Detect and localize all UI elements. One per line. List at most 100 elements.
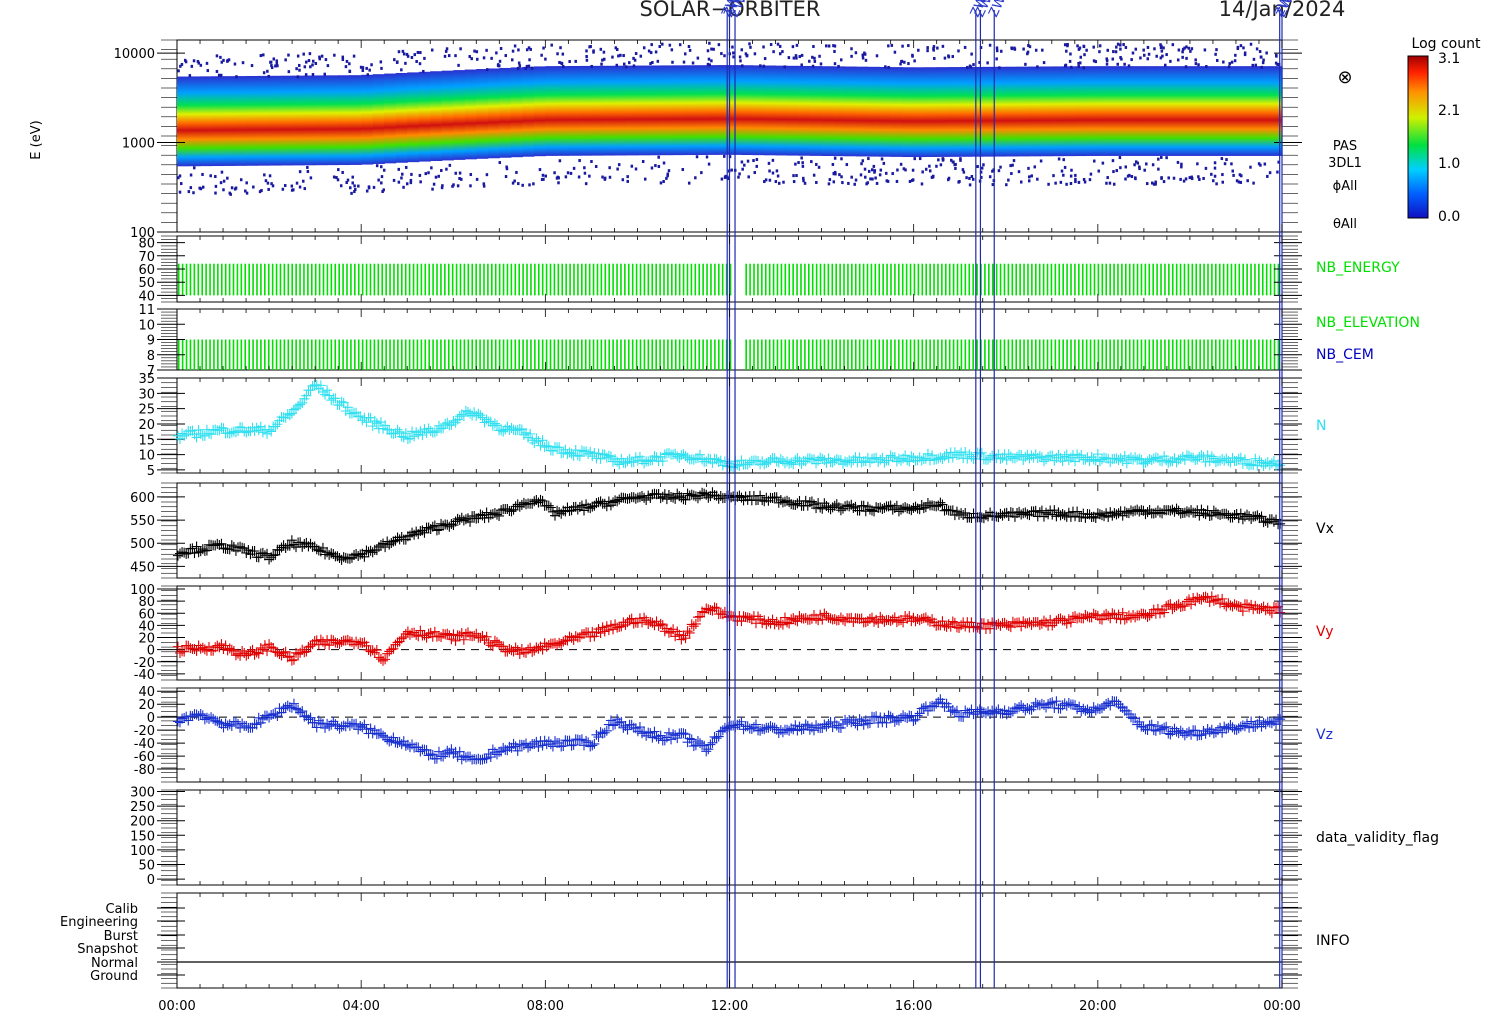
noise-dot xyxy=(230,186,234,190)
noise-dot xyxy=(666,172,670,176)
bar xyxy=(984,339,986,370)
bar xyxy=(776,339,779,370)
data-point xyxy=(235,541,246,552)
noise-dot xyxy=(397,167,400,171)
noise-dot xyxy=(1062,158,1065,162)
data-point xyxy=(355,549,366,560)
noise-dot xyxy=(1235,179,1239,183)
bar xyxy=(1003,263,1006,296)
bar xyxy=(717,339,720,370)
spectrogram-right-label: 3DL1 xyxy=(1328,156,1362,171)
noise-dot xyxy=(366,73,369,77)
y-tick-label: 7 xyxy=(147,364,155,379)
noise-dot xyxy=(190,64,194,68)
data-point xyxy=(1070,511,1081,522)
data-point xyxy=(786,457,797,468)
spectrogram-cell xyxy=(545,66,558,156)
data-point xyxy=(1067,699,1078,710)
data-point xyxy=(1032,452,1043,463)
colorbar-tick-label: 1.0 xyxy=(1438,156,1460,172)
noise-dot xyxy=(1089,172,1093,176)
data-point xyxy=(373,728,384,739)
data-point xyxy=(846,717,857,728)
data-point xyxy=(784,497,795,508)
noise-dot xyxy=(980,166,984,170)
spectrogram-cell xyxy=(234,76,247,166)
data-point xyxy=(941,448,952,459)
data-point xyxy=(593,624,604,635)
bar xyxy=(440,263,442,296)
noise-dot xyxy=(647,49,651,53)
noise-dot xyxy=(215,54,219,58)
data-point xyxy=(518,740,529,751)
noise-dot xyxy=(183,58,187,62)
noise-dot xyxy=(1093,159,1096,163)
data-point xyxy=(504,644,515,655)
noise-dot xyxy=(926,49,929,53)
noise-dot xyxy=(304,73,308,77)
data-point xyxy=(866,612,877,623)
data-point xyxy=(421,745,432,756)
data-point xyxy=(674,629,685,640)
data-point xyxy=(574,451,585,462)
data-point xyxy=(423,423,434,434)
noise-dot xyxy=(178,190,182,194)
bar xyxy=(616,339,618,370)
bar xyxy=(972,263,974,296)
bar xyxy=(350,263,352,296)
noise-dot xyxy=(1027,43,1030,47)
noise-dot xyxy=(1041,48,1044,52)
data-point xyxy=(1086,706,1097,717)
noise-dot xyxy=(630,164,634,168)
noise-dot xyxy=(1092,59,1096,63)
noise-dot xyxy=(517,182,520,186)
bar xyxy=(193,263,196,296)
noise-dot xyxy=(924,167,928,171)
colorbar-gradient xyxy=(1407,55,1429,219)
noise-dot xyxy=(619,53,622,57)
noise-dot xyxy=(995,57,998,61)
noise-dot xyxy=(1169,59,1172,63)
noise-dot xyxy=(991,169,994,173)
data-point xyxy=(554,507,565,518)
noise-dot xyxy=(402,52,406,56)
data-point xyxy=(784,618,795,629)
noise-dot xyxy=(1228,62,1231,66)
noise-dot xyxy=(423,56,426,60)
noise-dot xyxy=(495,51,498,55)
noise-dot xyxy=(220,60,224,64)
noise-dot xyxy=(1151,181,1154,185)
noise-dot xyxy=(217,73,221,77)
data-point xyxy=(1134,716,1145,727)
data-point xyxy=(382,648,393,659)
bar xyxy=(796,339,798,370)
bar xyxy=(365,339,368,370)
data-point xyxy=(286,702,297,713)
data-point xyxy=(1070,700,1081,711)
noise-dot xyxy=(1082,66,1085,70)
data-point xyxy=(384,646,395,657)
bar xyxy=(1093,263,1096,296)
noise-dot xyxy=(517,61,521,65)
data-point xyxy=(1047,697,1058,708)
data-point xyxy=(819,608,830,619)
bar xyxy=(1085,263,1088,296)
bar xyxy=(1117,339,1119,370)
data-point xyxy=(1020,451,1031,462)
data-point xyxy=(477,630,488,641)
bar xyxy=(354,339,356,370)
data-point xyxy=(1184,594,1194,605)
y-tick-label: 40 xyxy=(138,289,155,304)
noise-dot xyxy=(239,178,243,182)
data-point xyxy=(415,426,426,437)
noise-dot xyxy=(516,66,520,70)
noise-dot xyxy=(668,43,672,47)
noise-dot xyxy=(350,191,353,195)
data-point xyxy=(266,426,277,437)
spectrogram-cell xyxy=(510,67,523,158)
noise-dot xyxy=(380,181,383,185)
data-point xyxy=(525,428,536,439)
data-point xyxy=(506,422,517,433)
noise-dot xyxy=(1120,57,1123,61)
noise-dot xyxy=(710,59,713,63)
